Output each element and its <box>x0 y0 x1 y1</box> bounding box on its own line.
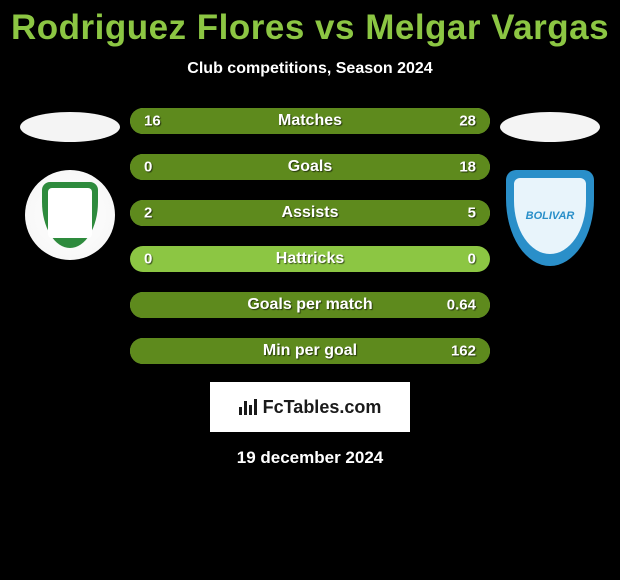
stat-value-left: 0 <box>144 159 152 176</box>
left-flag <box>20 112 120 142</box>
watermark-text: FcTables.com <box>263 397 382 418</box>
date-line: 19 december 2024 <box>0 448 620 468</box>
stat-label: Goals per match <box>247 296 372 314</box>
stat-fill-right <box>234 200 490 226</box>
comparison-card: Rodriguez Flores vs Melgar Vargas Club c… <box>0 0 620 580</box>
stat-value-right: 0 <box>468 251 476 268</box>
left-club-crest <box>25 170 115 260</box>
stat-bar: Goals per match 0.64 <box>130 292 490 318</box>
stat-bar: 0 Hattricks 0 <box>130 246 490 272</box>
right-side-column: BOLIVAR <box>500 108 600 266</box>
subtitle: Club competitions, Season 2024 <box>0 60 620 78</box>
right-crest-inner: BOLIVAR <box>514 178 586 254</box>
page-title: Rodriguez Flores vs Melgar Vargas <box>0 8 620 48</box>
stat-value-left: 2 <box>144 205 152 222</box>
stat-label: Goals <box>288 158 332 176</box>
stat-value-right: 28 <box>459 113 476 130</box>
stat-value-right: 0.64 <box>447 297 476 314</box>
stat-label: Matches <box>278 112 342 130</box>
left-crest-shield <box>42 182 98 248</box>
stat-value-right: 162 <box>451 343 476 360</box>
stat-value-left: 16 <box>144 113 161 130</box>
stat-value-right: 5 <box>468 205 476 222</box>
stat-label: Min per goal <box>263 342 357 360</box>
stat-value-left: 0 <box>144 251 152 268</box>
stat-bar: 2 Assists 5 <box>130 200 490 226</box>
left-side-column <box>20 108 120 260</box>
right-flag <box>500 112 600 142</box>
stat-bar: 16 Matches 28 <box>130 108 490 134</box>
right-club-crest: BOLIVAR <box>506 170 594 266</box>
stat-value-right: 18 <box>459 159 476 176</box>
stats-column: 16 Matches 28 0 Goals 18 2 Assists 5 0 Hattricks 0 G… <box>130 108 490 364</box>
bar-chart-icon <box>239 399 259 415</box>
watermark-box: FcTables.com <box>210 382 410 432</box>
stat-bar: Min per goal 162 <box>130 338 490 364</box>
main-row: 16 Matches 28 0 Goals 18 2 Assists 5 0 Hattricks 0 G… <box>0 108 620 364</box>
stat-bar: 0 Goals 18 <box>130 154 490 180</box>
stat-label: Hattricks <box>276 250 344 268</box>
stat-label: Assists <box>282 204 339 222</box>
